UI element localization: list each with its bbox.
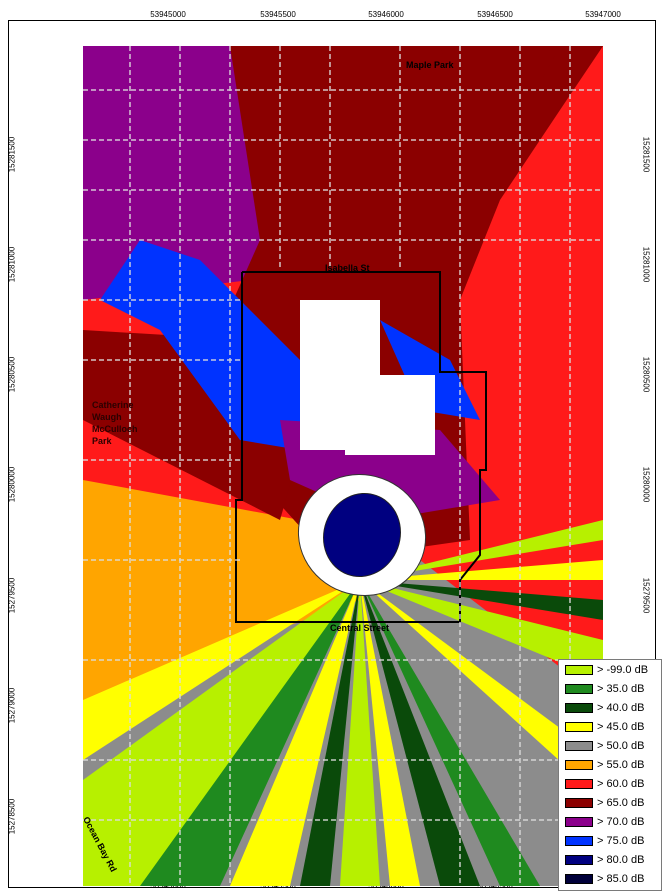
legend-label: > 80.0 dB [597, 854, 645, 866]
ray-45db [230, 580, 360, 886]
ray-40db-2 [360, 580, 480, 886]
legend-item: > 85.0 dB [565, 872, 644, 886]
ray-99db-3 [360, 580, 603, 680]
label-central-street: Central Street [330, 623, 390, 633]
zone-55db [83, 440, 360, 700]
legend-label: > 35.0 dB [597, 683, 645, 695]
x-tick-top: 53946500 [477, 10, 513, 19]
ray-45db-2 [360, 580, 420, 886]
legend-item: > 70.0 dB [565, 815, 644, 829]
x-tick-top: 53945000 [150, 10, 186, 19]
legend-label: > 65.0 dB [597, 797, 645, 809]
label-park-line3: McCulloch [92, 424, 138, 434]
zone-75db-east [380, 320, 480, 420]
ray-45db-west [83, 580, 360, 760]
ray-35db-2 [360, 580, 540, 886]
building-block-2 [345, 375, 435, 455]
legend-item: > 75.0 dB [565, 834, 644, 848]
legend-label: > 70.0 dB [597, 816, 645, 828]
legend-label: > 55.0 dB [597, 759, 645, 771]
legend-item: > 55.0 dB [565, 758, 644, 772]
ray-40db [300, 580, 360, 886]
legend-item: > 40.0 dB [565, 701, 644, 715]
x-tick-top: 53947000 [585, 10, 621, 19]
legend-item: > 80.0 dB [565, 853, 644, 867]
ray-99db-2 [340, 580, 380, 886]
zone-65db-ne [440, 46, 560, 140]
map-frame [8, 20, 656, 888]
legend-swatch [565, 684, 593, 694]
stadium-pitch [323, 492, 401, 578]
legend-swatch [565, 779, 593, 789]
ray-40db-3 [360, 580, 603, 620]
x-tick-top: 53946000 [368, 10, 404, 19]
legend-item: > 45.0 dB [565, 720, 644, 734]
legend-swatch [565, 665, 593, 675]
legend-label: > 75.0 dB [597, 835, 645, 847]
legend-swatch [565, 722, 593, 732]
label-park-line2: Waugh [92, 412, 122, 422]
legend-item: > 65.0 dB [565, 796, 644, 810]
label-park-line4: Park [92, 436, 112, 446]
label-park-line1: Catherine [92, 400, 134, 410]
legend-swatch [565, 817, 593, 827]
legend-swatch [565, 836, 593, 846]
ray-99db [83, 580, 360, 886]
label-maple-park: Maple Park [406, 60, 454, 70]
ray-45db-3 [360, 580, 603, 800]
legend-label: > 85.0 dB [597, 873, 645, 885]
ray-35db [140, 580, 360, 886]
legend-item: > 35.0 dB [565, 682, 644, 696]
legend-label: > 45.0 dB [597, 721, 645, 733]
legend-item: > 50.0 dB [565, 739, 644, 753]
legend-swatch [565, 760, 593, 770]
legend-item: > 60.0 dB [565, 777, 644, 791]
legend-label: > 50.0 dB [597, 740, 645, 752]
legend-swatch [565, 798, 593, 808]
legend-swatch [565, 741, 593, 751]
legend-swatch [565, 703, 593, 713]
legend-item: > -99.0 dB [565, 663, 648, 677]
legend-label: > 60.0 dB [597, 778, 645, 790]
zone-75db [100, 240, 300, 450]
legend-swatch [565, 874, 593, 884]
x-tick-top: 53945500 [260, 10, 296, 19]
legend-swatch [565, 855, 593, 865]
ray-99db-4 [360, 520, 603, 580]
legend-label: > -99.0 dB [597, 664, 649, 676]
legend: > -99.0 dB > 35.0 dB > 40.0 dB > 45.0 dB… [558, 659, 662, 891]
site-boundary [235, 271, 487, 623]
legend-label: > 40.0 dB [597, 702, 645, 714]
ray-45db-4 [360, 560, 603, 580]
label-isabella-st: Isabella St [325, 263, 370, 273]
